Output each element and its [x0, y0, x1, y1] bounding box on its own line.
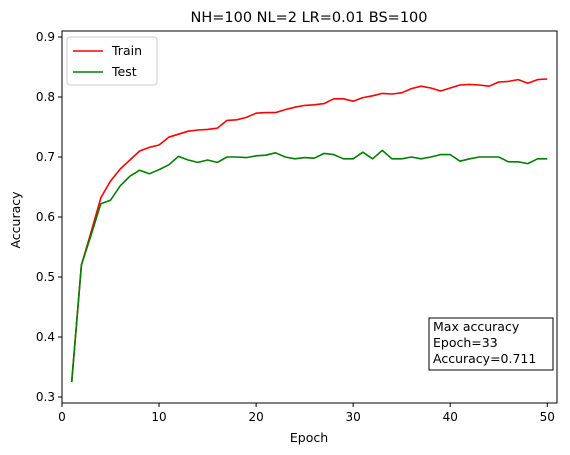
y-tick-label: 0.4 — [36, 330, 55, 344]
y-tick-label: 0.6 — [36, 210, 55, 224]
y-tick-label: 0.7 — [36, 150, 55, 164]
annotation-line-3: Accuracy=0.711 — [433, 351, 536, 366]
y-tick-label: 0.3 — [36, 390, 55, 404]
x-axis: 0 10 20 30 40 50 — [58, 403, 555, 424]
legend-label-test: Test — [111, 64, 137, 79]
y-tick-label: 0.9 — [36, 30, 55, 44]
y-tick-label: 0.5 — [36, 270, 55, 284]
y-axis: 0.3 0.4 0.5 0.6 0.7 0.8 0.9 — [36, 30, 62, 404]
x-axis-label: Epoch — [290, 430, 328, 445]
max-accuracy-annotation: Max accuracy Epoch=33 Accuracy=0.711 — [428, 317, 554, 371]
annotation-line-1: Max accuracy — [433, 319, 520, 334]
x-tick-label: 30 — [346, 410, 361, 424]
y-axis-label: Accuracy — [8, 191, 23, 249]
x-tick-label: 50 — [540, 410, 555, 424]
y-tick-label: 0.8 — [36, 90, 55, 104]
plot-area — [70, 78, 548, 383]
chart-title: NH=100 NL=2 LR=0.01 BS=100 — [190, 10, 427, 26]
legend-label-train: Train — [111, 43, 142, 58]
annotation-box — [428, 317, 554, 371]
x-tick-label: 0 — [58, 410, 66, 424]
x-tick-label: 10 — [151, 410, 166, 424]
x-tick-label: 40 — [443, 410, 458, 424]
x-tick-label: 20 — [248, 410, 263, 424]
series-line-test — [70, 149, 548, 383]
legend: Train Test — [66, 36, 158, 86]
series-line-train — [70, 78, 548, 383]
annotation-line-2: Epoch=33 — [433, 335, 498, 350]
legend-box — [66, 36, 158, 86]
